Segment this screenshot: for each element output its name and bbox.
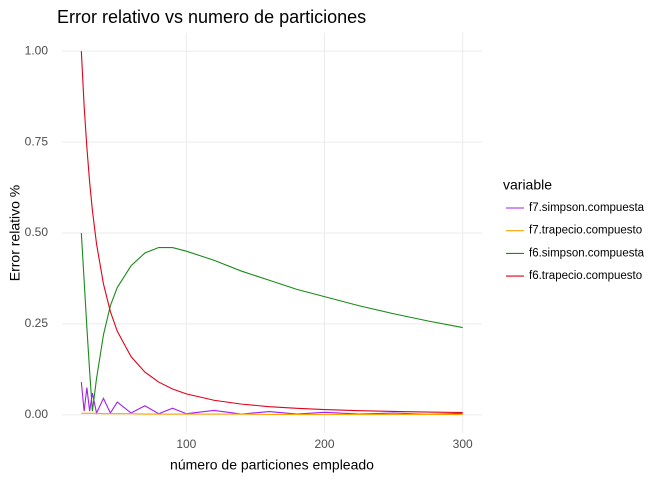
y-tick-label: 0.25 <box>25 316 49 330</box>
x-tick-label: 100 <box>176 437 196 451</box>
y-axis-label: Error relativo % <box>7 185 23 281</box>
x-tick-label: 300 <box>453 437 473 451</box>
series-line <box>80 232 463 412</box>
x-axis-label: número de particiones empleado <box>170 457 374 473</box>
legend-title: variable <box>503 177 552 193</box>
series-line <box>80 382 463 416</box>
y-tick-label: 1.00 <box>25 43 49 57</box>
y-tick-label: 0.75 <box>25 134 49 148</box>
grid <box>62 33 482 433</box>
legend-label: f7.trapecio.compuesto <box>529 225 642 237</box>
series-line <box>80 51 463 414</box>
series-line <box>81 412 463 415</box>
legend-label: f6.trapecio.compuesto <box>529 270 642 282</box>
x-tick-label: 200 <box>314 437 334 451</box>
legend-label: f7.simpson.compuesta <box>529 202 645 214</box>
y-tick-label: 0.00 <box>25 407 49 421</box>
y-tick-label: 0.50 <box>25 225 49 239</box>
chart-title: Error relativo vs numero de particiones <box>57 7 366 27</box>
legend-label: f6.simpson.compuesta <box>529 247 645 259</box>
